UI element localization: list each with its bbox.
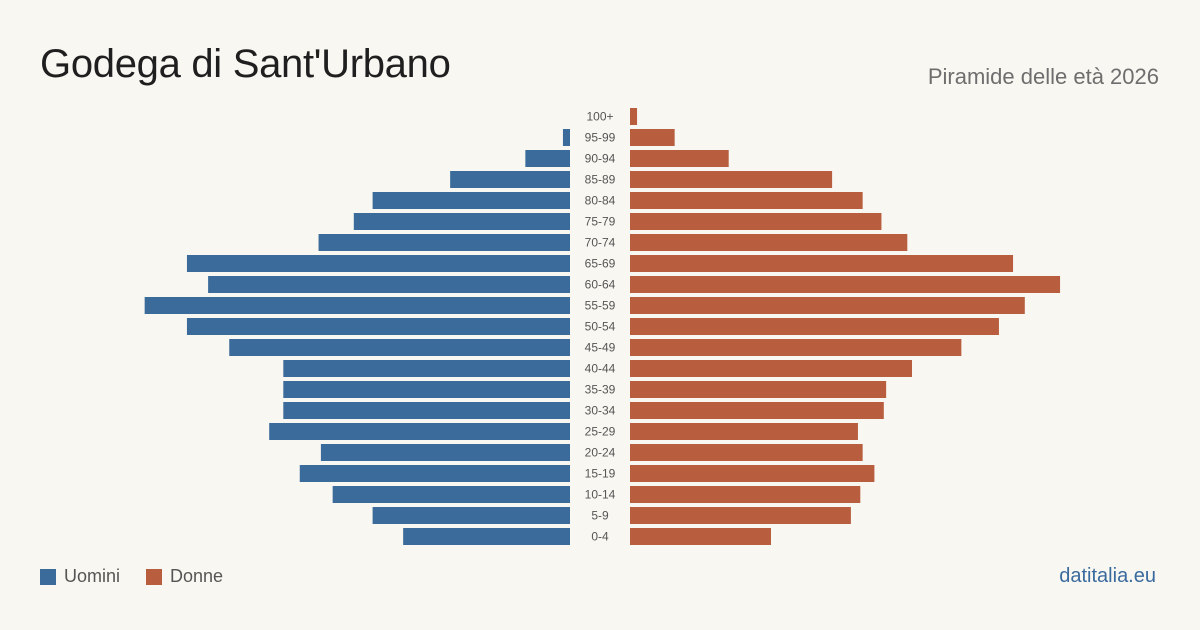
bar-female-70-74: [630, 234, 908, 251]
age-label-25-29: 25-29: [585, 425, 616, 439]
chart-title: Godega di Sant'Urbano: [40, 42, 451, 86]
legend-swatch-female: [146, 568, 163, 585]
bar-female-90-94: [630, 150, 729, 167]
age-label-100+: 100+: [586, 110, 613, 124]
bar-male-55-59: [144, 297, 570, 314]
age-label-45-49: 45-49: [585, 341, 616, 355]
bar-male-5-9: [372, 507, 570, 524]
bar-female-0-4: [630, 528, 771, 545]
bar-female-100+: [630, 108, 638, 125]
bar-male-20-24: [320, 444, 570, 461]
age-label-60-64: 60-64: [585, 278, 616, 292]
bar-male-70-74: [318, 234, 570, 251]
bar-female-40-44: [630, 360, 912, 377]
bar-female-15-19: [630, 465, 875, 482]
age-label-80-84: 80-84: [585, 194, 616, 208]
bar-male-60-64: [208, 276, 570, 293]
bar-female-85-89: [630, 171, 833, 188]
bar-male-85-89: [450, 171, 570, 188]
bar-male-90-94: [525, 150, 570, 167]
bar-female-55-59: [630, 297, 1025, 314]
bar-female-60-64: [630, 276, 1061, 293]
age-label-65-69: 65-69: [585, 257, 616, 271]
bar-female-80-84: [630, 192, 863, 209]
age-label-5-9: 5-9: [591, 509, 609, 523]
brand-link[interactable]: datitalia.eu: [1059, 565, 1156, 587]
legend-label-female: Donne: [170, 566, 224, 586]
legend: Uomini Donne: [40, 566, 249, 587]
legend-swatch-male: [40, 568, 56, 585]
bar-male-45-49: [229, 339, 570, 356]
bar-female-5-9: [630, 507, 851, 524]
bar-male-50-54: [186, 318, 570, 335]
bar-male-40-44: [283, 360, 570, 377]
age-label-55-59: 55-59: [585, 299, 616, 313]
bar-female-35-39: [630, 381, 887, 398]
bar-male-65-69: [186, 255, 570, 272]
bar-male-25-29: [269, 423, 570, 440]
bar-female-30-34: [630, 402, 884, 419]
bar-female-50-54: [630, 318, 999, 335]
bar-male-15-19: [299, 465, 570, 482]
age-label-70-74: 70-74: [585, 236, 616, 250]
bar-male-0-4: [403, 528, 570, 545]
bar-female-75-79: [630, 213, 882, 230]
age-label-95-99: 95-99: [585, 131, 616, 145]
age-label-35-39: 35-39: [585, 383, 616, 397]
bar-male-30-34: [283, 402, 570, 419]
age-label-30-34: 30-34: [585, 404, 616, 418]
age-label-0-4: 0-4: [591, 530, 609, 544]
legend-label-male: Uomini: [64, 566, 121, 586]
bar-female-10-14: [630, 486, 861, 503]
bar-male-80-84: [372, 192, 570, 209]
chart-subtitle: Piramide delle età 2026: [927, 64, 1159, 89]
age-label-90-94: 90-94: [585, 152, 616, 166]
age-label-10-14: 10-14: [585, 488, 616, 502]
age-label-15-19: 15-19: [585, 467, 616, 481]
age-label-75-79: 75-79: [585, 215, 616, 229]
bar-female-95-99: [630, 129, 675, 146]
bar-female-65-69: [630, 255, 1014, 272]
bar-male-95-99: [562, 129, 570, 146]
bar-female-20-24: [630, 444, 863, 461]
age-label-85-89: 85-89: [585, 173, 616, 187]
bar-female-45-49: [630, 339, 962, 356]
bar-female-25-29: [630, 423, 858, 440]
bar-male-10-14: [332, 486, 570, 503]
age-label-40-44: 40-44: [585, 362, 616, 376]
legend-item-male: Uomini: [40, 566, 120, 587]
legend-item-female: Donne: [146, 566, 223, 587]
age-label-20-24: 20-24: [585, 446, 616, 460]
age-label-50-54: 50-54: [585, 320, 616, 334]
bar-male-75-79: [353, 213, 570, 230]
bar-male-35-39: [283, 381, 570, 398]
